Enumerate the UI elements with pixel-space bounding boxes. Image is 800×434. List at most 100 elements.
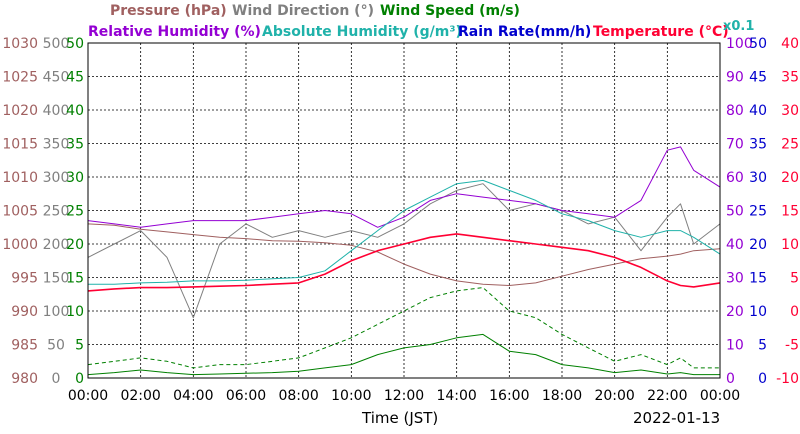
y-tick-temperature: 30 (781, 103, 799, 119)
legend-absolute-humidity: Absolute Humidity (g/m³) (262, 24, 462, 40)
y-tick-rain-rate: 30 (749, 170, 767, 186)
y-tick-pressure: 1005 (2, 204, 38, 220)
y-axis-ticks: 1030102510201015101010051000995990985980… (2, 36, 799, 387)
y-tick-wind-speed: 30 (66, 170, 84, 186)
y-tick-temperature: -10 (776, 371, 799, 387)
legend-pressure: Pressure (hPa) (110, 3, 227, 19)
y-tick-relative-humidity: 100 (726, 36, 753, 52)
y-tick-wind-speed: 35 (66, 137, 84, 153)
x-tick: 14:00 (436, 388, 476, 404)
y-tick-wind-direction: 350 (43, 137, 70, 153)
y-tick-relative-humidity: 70 (726, 137, 744, 153)
y-tick-wind-direction: 100 (43, 304, 70, 320)
series-group (87, 146, 721, 379)
y-tick-wind-direction: 200 (43, 237, 70, 253)
plot-frame (87, 42, 721, 379)
y-tick-pressure: 1020 (2, 103, 38, 119)
y-tick-rain-rate: 35 (749, 137, 767, 153)
x-axis-label: Time (JST) (361, 409, 438, 427)
y-tick-pressure: 995 (11, 271, 38, 287)
y-tick-relative-humidity: 0 (726, 371, 735, 387)
legend-temperature: Temperature (°C) (593, 24, 729, 40)
x-tick: 22:00 (647, 388, 687, 404)
x-tick: 00:00 (68, 388, 108, 404)
y-tick-pressure: 980 (11, 371, 38, 387)
y-tick-wind-direction: 450 (43, 70, 70, 86)
y-tick-relative-humidity: 10 (726, 338, 744, 354)
y-tick-temperature: 35 (781, 70, 799, 86)
x-tick: 06:00 (226, 388, 266, 404)
y-tick-wind-direction: 150 (43, 271, 70, 287)
y-tick-relative-humidity: 20 (726, 304, 744, 320)
x-tick: 18:00 (542, 388, 582, 404)
legend-rain-rate: Rain Rate(mm/h) (458, 24, 591, 40)
y-tick-rain-rate: 10 (749, 304, 767, 320)
y-tick-temperature: 15 (781, 204, 799, 220)
y-tick-wind-speed: 40 (66, 103, 84, 119)
y-tick-temperature: 10 (781, 237, 799, 253)
date-label: 2022-01-13 (633, 409, 720, 427)
y-tick-temperature: 0 (790, 304, 799, 320)
y-tick-wind-speed: 15 (66, 271, 84, 287)
y-tick-pressure: 985 (11, 338, 38, 354)
y-tick-temperature: 20 (781, 170, 799, 186)
series-wind-direction (87, 183, 721, 319)
x-tick: 08:00 (278, 388, 318, 404)
y-tick-pressure: 990 (11, 304, 38, 320)
y-tick-relative-humidity: 30 (726, 271, 744, 287)
x-tick: 00:00 (700, 388, 740, 404)
y-tick-temperature: -5 (785, 338, 799, 354)
x-tick: 04:00 (173, 388, 213, 404)
y-tick-relative-humidity: 80 (726, 103, 744, 119)
y-tick-rain-rate: 50 (749, 36, 767, 52)
y-tick-relative-humidity: 60 (726, 170, 744, 186)
legend-wind-direction: Wind Direction (°) (232, 3, 374, 19)
multiplier-note: x0.1 (723, 19, 754, 34)
y-tick-wind-direction: 250 (43, 204, 70, 220)
y-tick-wind-direction: 300 (43, 170, 70, 186)
y-tick-wind-speed: 50 (66, 36, 84, 52)
legend-wind-speed: Wind Speed (m/s) (380, 3, 520, 19)
y-tick-rain-rate: 0 (758, 371, 767, 387)
y-tick-rain-rate: 20 (749, 237, 767, 253)
y-tick-rain-rate: 5 (758, 338, 767, 354)
x-tick: 10:00 (331, 388, 371, 404)
y-tick-rain-rate: 25 (749, 204, 767, 220)
series-wind-speed (87, 333, 720, 376)
y-tick-wind-direction: 0 (52, 371, 61, 387)
y-tick-pressure: 1015 (2, 137, 38, 153)
x-axis-ticks: 00:00 02:00 04:00 06:00 08:00 10:00 12:00 14:00… (68, 388, 740, 404)
y-tick-wind-speed: 5 (75, 338, 84, 354)
y-tick-rain-rate: 15 (749, 271, 767, 287)
y-tick-pressure: 1030 (2, 36, 38, 52)
y-tick-wind-speed: 20 (66, 237, 84, 253)
y-tick-wind-speed: 10 (66, 304, 84, 320)
series-absolute-humidity (88, 179, 721, 285)
series-relative-humidity (87, 146, 721, 228)
y-tick-pressure: 1010 (2, 170, 38, 186)
x-tick: 16:00 (489, 388, 529, 404)
y-tick-relative-humidity: 40 (726, 237, 744, 253)
y-tick-temperature: 5 (790, 271, 799, 287)
y-tick-relative-humidity: 50 (726, 204, 744, 220)
y-tick-temperature: 25 (781, 137, 799, 153)
y-tick-pressure: 1000 (2, 237, 38, 253)
x-tick: 12:00 (384, 388, 424, 404)
y-tick-rain-rate: 45 (749, 70, 767, 86)
y-tick-wind-speed: 45 (66, 70, 84, 86)
y-tick-relative-humidity: 90 (726, 70, 744, 86)
y-tick-wind-direction: 400 (43, 103, 70, 119)
legend-relative-humidity: Relative Humidity (%) (88, 24, 261, 40)
y-tick-wind-direction: 50 (47, 338, 65, 354)
y-tick-temperature: 40 (781, 36, 799, 52)
y-tick-wind-speed: 0 (75, 371, 84, 387)
y-tick-rain-rate: 40 (749, 103, 767, 119)
x-tick: 20:00 (594, 388, 634, 404)
series-pressure (87, 223, 721, 286)
y-tick-wind-speed: 25 (66, 204, 84, 220)
y-tick-wind-direction: 500 (43, 36, 70, 52)
series-temperature (87, 233, 721, 292)
x-tick: 02:00 (120, 388, 160, 404)
y-tick-pressure: 1025 (2, 70, 38, 86)
